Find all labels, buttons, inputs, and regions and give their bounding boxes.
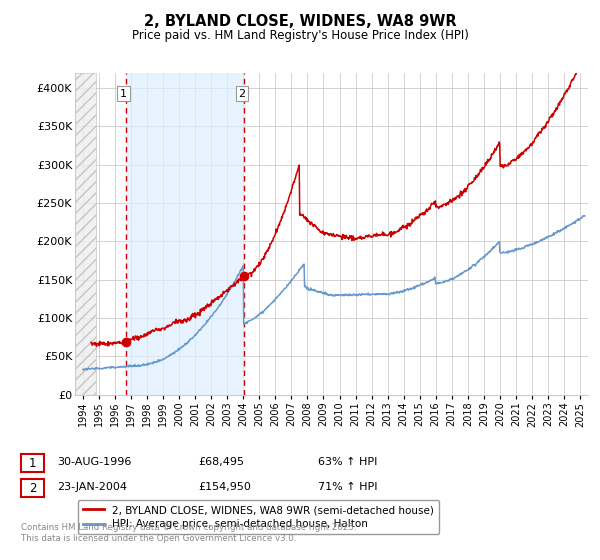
Text: Contains HM Land Registry data © Crown copyright and database right 2025.
This d: Contains HM Land Registry data © Crown c… [21, 524, 356, 543]
Text: 30-AUG-1996: 30-AUG-1996 [57, 457, 131, 467]
Text: 2: 2 [238, 88, 245, 99]
Text: £154,950: £154,950 [198, 482, 251, 492]
Legend: 2, BYLAND CLOSE, WIDNES, WA8 9WR (semi-detached house), HPI: Average price, semi: 2, BYLAND CLOSE, WIDNES, WA8 9WR (semi-d… [77, 500, 439, 534]
Text: Price paid vs. HM Land Registry's House Price Index (HPI): Price paid vs. HM Land Registry's House … [131, 29, 469, 42]
Text: 1: 1 [120, 88, 127, 99]
Text: £68,495: £68,495 [198, 457, 244, 467]
Text: 1: 1 [29, 456, 36, 470]
Bar [125, 73, 244, 395]
Text: 2, BYLAND CLOSE, WIDNES, WA8 9WR: 2, BYLAND CLOSE, WIDNES, WA8 9WR [143, 14, 457, 29]
Text: 71% ↑ HPI: 71% ↑ HPI [318, 482, 377, 492]
Text: 2: 2 [29, 482, 36, 495]
Text: 23-JAN-2004: 23-JAN-2004 [57, 482, 127, 492]
Bar [75, 73, 96, 395]
Text: 63% ↑ HPI: 63% ↑ HPI [318, 457, 377, 467]
